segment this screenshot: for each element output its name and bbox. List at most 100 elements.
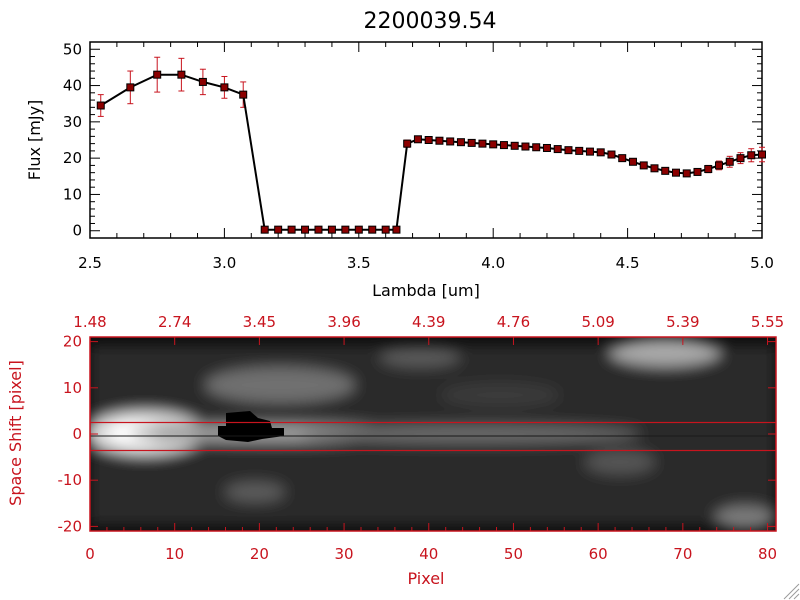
- x-tick-label: 0: [85, 545, 95, 563]
- x-tick-label: 60: [589, 545, 608, 563]
- spectrum-line: [100, 73, 763, 231]
- data-point: [618, 154, 627, 163]
- spectrum-y-ticks: 0 10 20 30 40 50: [63, 40, 762, 240]
- heatmap-blob: [225, 482, 285, 502]
- x-tick-label: 3.5: [347, 254, 371, 272]
- heatmap-dark-artifact: [218, 411, 284, 442]
- y-tick-label: 20: [63, 333, 82, 351]
- y-tick-label: -10: [58, 471, 83, 489]
- heatmap-blob: [300, 425, 640, 443]
- top-tick-label: 4.39: [412, 313, 445, 331]
- data-point: [413, 135, 422, 144]
- data-point: [747, 151, 756, 160]
- heatmap-blob: [585, 450, 655, 474]
- data-point: [532, 143, 541, 152]
- x-tick-label: 70: [673, 545, 692, 563]
- data-point: [392, 225, 401, 234]
- y-tick-label: 10: [63, 379, 82, 397]
- data-point: [126, 83, 135, 92]
- y-tick-label: 20: [63, 149, 82, 167]
- data-point: [607, 150, 616, 159]
- data-point: [542, 143, 551, 152]
- top-tick-label: 5.55: [751, 313, 784, 331]
- data-point: [239, 90, 248, 99]
- top-tick-label: 4.76: [497, 313, 530, 331]
- data-point: [575, 146, 584, 155]
- data-point: [198, 77, 207, 86]
- data-point: [736, 154, 745, 163]
- x-tick-label: 50: [504, 545, 523, 563]
- data-point: [628, 157, 637, 166]
- top-tick-label: 5.09: [581, 313, 614, 331]
- top-tick-label: 3.96: [327, 313, 360, 331]
- data-point: [354, 225, 363, 234]
- y-tick-label: 50: [63, 40, 82, 58]
- data-point: [478, 139, 487, 148]
- heatmap-blob: [205, 367, 355, 403]
- data-point: [758, 150, 766, 159]
- data-point: [704, 165, 713, 174]
- top-tick-label: 5.39: [666, 313, 699, 331]
- data-point: [314, 225, 323, 234]
- data-point: [260, 225, 269, 234]
- x-tick-label: 4.0: [481, 254, 505, 272]
- data-point: [446, 137, 455, 146]
- data-point: [96, 101, 105, 110]
- x-tick-label: 10: [165, 545, 184, 563]
- y-tick-label: 30: [63, 113, 82, 131]
- y-tick-label: 40: [63, 77, 82, 95]
- heatmap-plot: 0 10 20 30 40 50 60 70 80 20 10 0 -10 -20 1.48 2.74 3.…: [6, 313, 784, 588]
- spectrum-error-bars: [97, 56, 765, 177]
- spectrum-plot: 2200039.54 0 10 20 30 40 50 2.5 3.0 3.5 4.0 4.5 5.…: [25, 9, 774, 300]
- x-tick-label: 80: [758, 545, 777, 563]
- data-point: [301, 225, 310, 234]
- y-tick-label: -20: [58, 517, 83, 535]
- spectrum-xlabel: Lambda [um]: [372, 281, 480, 300]
- heatmap-xlabel: Pixel: [407, 569, 444, 588]
- heatmap-blobs: [90, 338, 776, 530]
- x-tick-label: 2.5: [78, 254, 102, 272]
- heatmap-top-axis-ticks: 1.48 2.74 3.45 3.96 4.39 4.76 5.09 5.39 5.55: [73, 313, 784, 345]
- data-point: [177, 70, 186, 79]
- data-point: [682, 169, 691, 178]
- spectrum-plot-frame: [89, 41, 763, 239]
- data-point: [650, 164, 659, 173]
- x-tick-label: 40: [419, 545, 438, 563]
- y-tick-label: 0: [72, 222, 82, 240]
- heatmap-x-ticks: 0 10 20 30 40 50 60 70 80: [85, 523, 777, 563]
- top-tick-label: 1.48: [73, 313, 106, 331]
- data-point: [661, 166, 670, 175]
- data-point: [564, 146, 573, 155]
- y-tick-label: 0: [72, 425, 82, 443]
- x-tick-label: 20: [250, 545, 269, 563]
- data-point: [671, 168, 680, 177]
- data-point: [553, 145, 562, 154]
- data-point: [596, 148, 605, 157]
- heatmap-blob: [380, 347, 460, 367]
- data-point: [274, 225, 283, 234]
- data-point: [327, 225, 336, 234]
- data-point: [725, 157, 734, 166]
- data-point: [714, 161, 723, 170]
- data-point: [521, 142, 530, 151]
- heatmap-ylabel: Space Shift [pixel]: [6, 360, 25, 506]
- data-point: [456, 138, 465, 147]
- x-tick-label: 3.0: [212, 254, 236, 272]
- data-point: [499, 141, 508, 150]
- spectrum-ylabel: Flux [mJy]: [25, 100, 44, 181]
- resize-grip-icon[interactable]: [783, 583, 800, 600]
- data-point: [585, 147, 594, 156]
- y-tick-label: 10: [63, 185, 82, 203]
- data-point: [287, 225, 296, 234]
- heatmap-extraction-band: [90, 421, 776, 452]
- top-tick-label: 2.74: [158, 313, 191, 331]
- heatmap-blob: [715, 506, 775, 530]
- data-point: [368, 225, 377, 234]
- spectrum-markers: [96, 70, 766, 234]
- data-point: [639, 161, 648, 170]
- data-point: [220, 83, 229, 92]
- chart-title: 2200039.54: [364, 9, 497, 34]
- data-point: [153, 70, 162, 79]
- heatmap-image: [90, 337, 776, 531]
